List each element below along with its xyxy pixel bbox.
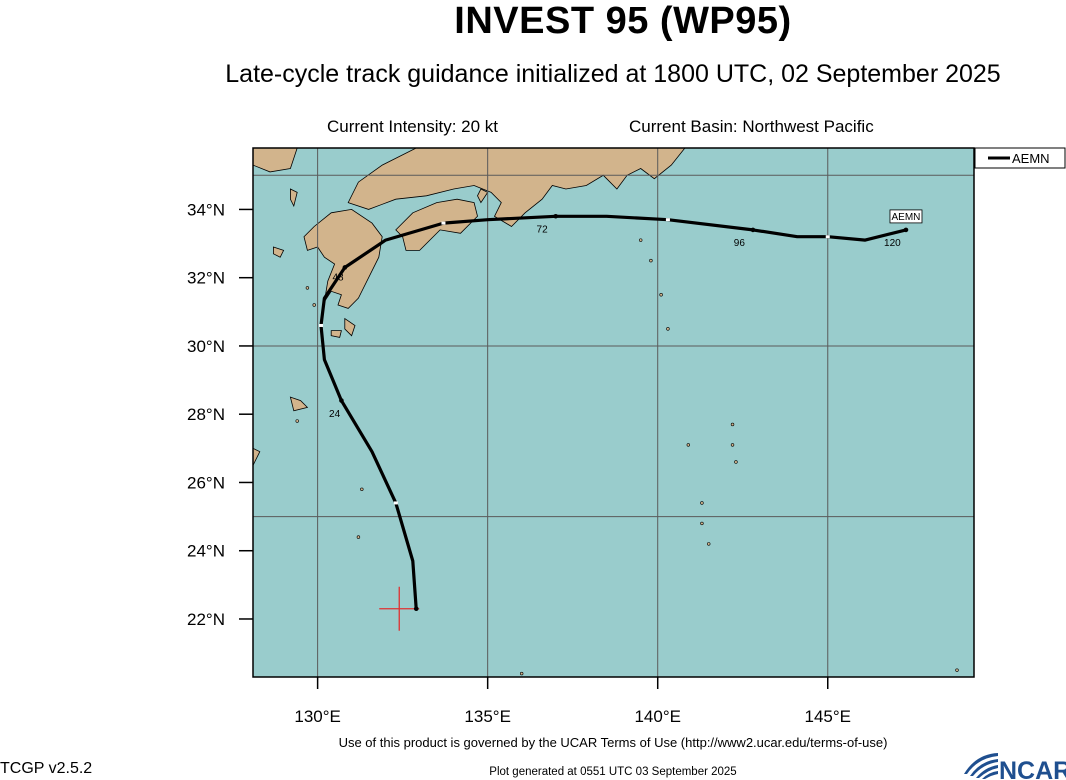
track-end-label-box [889, 209, 923, 224]
land-masses [253, 148, 959, 676]
track-marker-12h [441, 221, 446, 225]
land-shape [253, 447, 261, 466]
land-shape [253, 148, 298, 173]
track-marker-12h [665, 218, 670, 222]
ncar-logo-text: NCAR [999, 757, 1066, 780]
island [360, 487, 364, 491]
island [666, 327, 670, 331]
track-marker-24h [903, 227, 909, 233]
track-marker-24h [553, 213, 558, 219]
land-shape [289, 188, 298, 208]
island [686, 443, 691, 447]
version-label: TCGP v2.5.2 [0, 760, 93, 777]
track-end-label-text: AEMN [892, 212, 921, 223]
lat-tick-label: 32°N [187, 269, 225, 288]
lon-tick-label: 135°E [464, 707, 511, 726]
land-shape [303, 208, 383, 309]
island [519, 671, 524, 676]
island [649, 258, 653, 263]
island [955, 668, 959, 672]
track-marker-12h [825, 235, 830, 239]
axis-ticks: 130°E 135°E 140°E 145°E 22°N 24°N 26°N 28°N 30°N… [187, 200, 851, 726]
current-intensity: Current Intensity: 20 kt [327, 117, 499, 136]
lon-tick-label: 130°E [294, 707, 341, 726]
lat-tick-label: 26°N [187, 473, 225, 492]
forecast-hour-label: 96 [734, 238, 746, 249]
track-marker-24h [339, 398, 344, 403]
track-marker-24h [342, 265, 348, 270]
island [700, 501, 704, 505]
track-marker-12h [393, 501, 398, 505]
map-title: INVEST 95 (WP95) [454, 0, 792, 42]
land-shape [344, 317, 356, 337]
lat-tick-label: 30°N [187, 337, 225, 356]
island [700, 521, 704, 526]
forecast-hour-label: 72 [537, 224, 549, 235]
legend: AEMN [974, 147, 1066, 169]
island [305, 286, 310, 290]
track-line-aemn [319, 214, 908, 611]
lat-tick-label: 28°N [187, 405, 225, 424]
forecast-hour-label: 48 [332, 272, 344, 283]
lat-tick-label: 24°N [187, 542, 225, 561]
island [659, 293, 663, 297]
island [730, 443, 735, 447]
island [639, 238, 643, 242]
map-subtitle: Late-cycle track guidance initialized at… [225, 60, 1001, 88]
island [734, 460, 738, 464]
current-basin: Current Basin: Northwest Pacific [629, 117, 874, 136]
track-marker-24h [750, 227, 756, 233]
island [356, 535, 361, 539]
ncar-logo: NCAR [964, 753, 1066, 780]
land-shape [289, 396, 309, 412]
island [295, 419, 299, 423]
grid-lines [253, 148, 974, 677]
island [312, 303, 316, 307]
lat-tick-label: 34°N [187, 200, 225, 219]
land-shape [477, 188, 489, 204]
lat-tick-label: 22°N [187, 610, 225, 629]
lon-tick-label: 140°E [634, 707, 681, 726]
land-shape [272, 246, 285, 258]
track-end-label: AEMN [889, 209, 923, 224]
forecast-hour-label: 24 [329, 409, 341, 420]
model-track: 24 48 72 96 120 [319, 213, 909, 631]
track-marker-12h [319, 323, 324, 327]
lon-tick-label: 145°E [805, 707, 852, 726]
land-shape [330, 330, 342, 338]
terms-of-use-notice: Use of this product is governed by the U… [338, 735, 888, 750]
forecast-hour-label: 120 [884, 238, 901, 249]
generated-timestamp: Plot generated at 0551 UTC 03 September … [489, 766, 737, 778]
island [730, 422, 735, 427]
legend-box [974, 147, 1066, 169]
legend-label: AEMN [1012, 151, 1050, 166]
map-frame [252, 147, 975, 678]
island [707, 542, 711, 546]
track-marker-24h [413, 606, 419, 612]
